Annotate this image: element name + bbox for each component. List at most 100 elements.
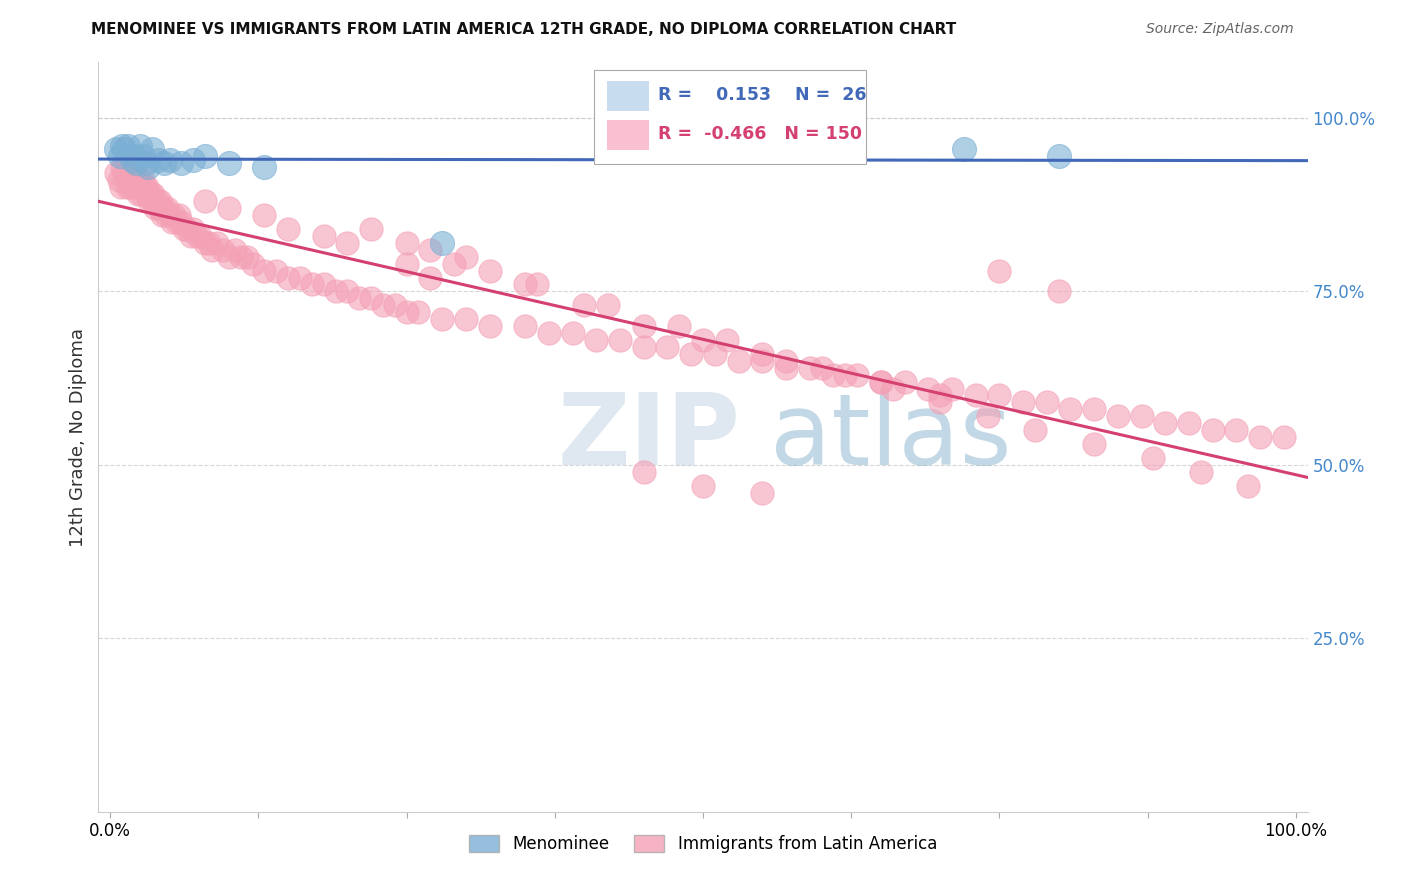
Point	[108, 149, 131, 163]
Point	[1107, 409, 1129, 424]
Point	[111, 160, 134, 174]
Point	[121, 166, 143, 180]
Point	[395, 305, 418, 319]
Point	[727, 353, 749, 368]
Point	[181, 153, 204, 167]
Text: R =    0.153    N =  26: R = 0.153 N = 26	[658, 86, 866, 103]
Point	[122, 180, 145, 194]
Point	[312, 277, 335, 292]
Point	[823, 368, 845, 382]
Point	[1189, 465, 1212, 479]
Point	[384, 298, 406, 312]
Point	[443, 257, 465, 271]
Point	[125, 180, 148, 194]
Point	[163, 208, 186, 222]
Point	[692, 333, 714, 347]
Point	[988, 263, 1011, 277]
Point	[146, 153, 169, 167]
Point	[176, 222, 198, 236]
Point	[129, 138, 152, 153]
Point	[703, 347, 725, 361]
Point	[114, 166, 136, 180]
Point	[146, 194, 169, 209]
Point	[395, 235, 418, 250]
Point	[166, 215, 188, 229]
Point	[846, 368, 869, 382]
Point	[159, 153, 181, 167]
Legend: Menominee, Immigrants from Latin America: Menominee, Immigrants from Latin America	[463, 828, 943, 860]
Point	[454, 312, 477, 326]
Point	[186, 228, 208, 243]
Text: Source: ZipAtlas.com: Source: ZipAtlas.com	[1146, 22, 1294, 37]
Point	[810, 360, 832, 375]
Point	[834, 368, 856, 382]
Point	[561, 326, 583, 340]
Point	[976, 409, 998, 424]
Point	[633, 340, 655, 354]
Point	[253, 263, 276, 277]
Point	[1083, 402, 1105, 417]
Point	[129, 180, 152, 194]
Point	[312, 228, 335, 243]
Text: ZIP: ZIP	[558, 389, 741, 485]
Point	[160, 215, 183, 229]
Point	[515, 277, 537, 292]
Point	[834, 142, 856, 156]
Point	[132, 173, 155, 187]
Point	[134, 180, 156, 194]
Point	[360, 222, 382, 236]
Point	[1225, 423, 1247, 437]
Y-axis label: 12th Grade, No Diploma: 12th Grade, No Diploma	[69, 327, 87, 547]
Point	[110, 180, 132, 194]
Point	[242, 257, 264, 271]
Point	[107, 173, 129, 187]
Point	[716, 333, 738, 347]
Point	[799, 360, 821, 375]
Point	[574, 298, 596, 312]
Point	[869, 375, 891, 389]
Point	[1142, 450, 1164, 465]
Point	[159, 208, 181, 222]
Point	[125, 156, 148, 170]
Point	[148, 201, 170, 215]
Point	[301, 277, 323, 292]
Point	[432, 312, 454, 326]
Point	[1047, 285, 1070, 299]
Point	[419, 270, 441, 285]
Point	[253, 208, 276, 222]
Point	[114, 142, 136, 156]
Text: atlas: atlas	[769, 389, 1011, 485]
Point	[194, 194, 217, 209]
Point	[1083, 437, 1105, 451]
Point	[347, 291, 370, 305]
Point	[117, 138, 139, 153]
Point	[142, 187, 165, 202]
Point	[336, 235, 359, 250]
Point	[121, 153, 143, 167]
Point	[1130, 409, 1153, 424]
Point	[197, 235, 219, 250]
Point	[1249, 430, 1271, 444]
Point	[419, 243, 441, 257]
Point	[526, 277, 548, 292]
Point	[668, 319, 690, 334]
Point	[117, 173, 139, 187]
Point	[111, 138, 134, 153]
Point	[138, 194, 160, 209]
Point	[122, 149, 145, 163]
Point	[150, 201, 173, 215]
Point	[120, 180, 142, 194]
Point	[149, 194, 172, 209]
Point	[115, 180, 138, 194]
Point	[1237, 478, 1260, 492]
Point	[882, 382, 904, 396]
Point	[141, 142, 163, 156]
Point	[235, 250, 257, 264]
Point	[585, 333, 607, 347]
Point	[173, 222, 195, 236]
Point	[170, 215, 193, 229]
Point	[136, 180, 159, 194]
Point	[212, 243, 235, 257]
Point	[135, 187, 157, 202]
Point	[454, 250, 477, 264]
